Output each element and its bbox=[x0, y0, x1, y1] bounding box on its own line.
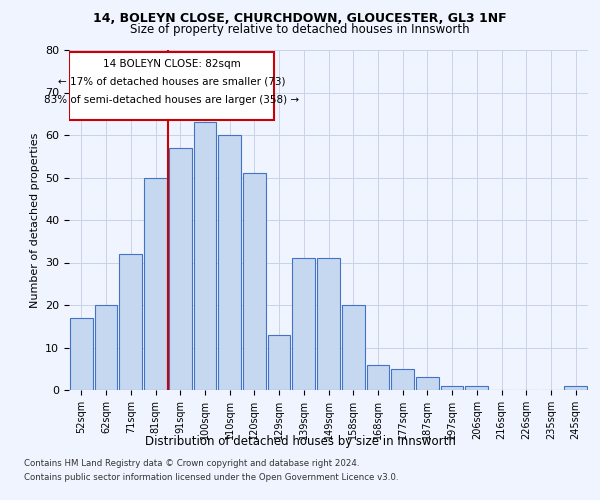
Bar bbox=[243, 174, 266, 390]
FancyBboxPatch shape bbox=[70, 52, 274, 120]
Text: Size of property relative to detached houses in Innsworth: Size of property relative to detached ho… bbox=[130, 22, 470, 36]
Bar bbox=[416, 377, 439, 390]
Bar bbox=[218, 135, 241, 390]
Bar bbox=[441, 386, 463, 390]
Y-axis label: Number of detached properties: Number of detached properties bbox=[29, 132, 40, 308]
Text: Contains HM Land Registry data © Crown copyright and database right 2024.: Contains HM Land Registry data © Crown c… bbox=[24, 458, 359, 468]
Bar bbox=[317, 258, 340, 390]
Text: 14 BOLEYN CLOSE: 82sqm: 14 BOLEYN CLOSE: 82sqm bbox=[103, 58, 241, 68]
Bar bbox=[169, 148, 191, 390]
Bar bbox=[466, 386, 488, 390]
Bar bbox=[391, 369, 414, 390]
Bar bbox=[367, 364, 389, 390]
Bar bbox=[268, 335, 290, 390]
Bar bbox=[342, 305, 365, 390]
Bar bbox=[292, 258, 315, 390]
Text: Distribution of detached houses by size in Innsworth: Distribution of detached houses by size … bbox=[145, 435, 455, 448]
Text: 83% of semi-detached houses are larger (358) →: 83% of semi-detached houses are larger (… bbox=[44, 95, 299, 105]
Bar bbox=[194, 122, 216, 390]
Text: Contains public sector information licensed under the Open Government Licence v3: Contains public sector information licen… bbox=[24, 474, 398, 482]
Text: ← 17% of detached houses are smaller (73): ← 17% of detached houses are smaller (73… bbox=[58, 77, 286, 87]
Bar bbox=[70, 318, 93, 390]
Bar bbox=[95, 305, 118, 390]
Bar bbox=[564, 386, 587, 390]
Text: 14, BOLEYN CLOSE, CHURCHDOWN, GLOUCESTER, GL3 1NF: 14, BOLEYN CLOSE, CHURCHDOWN, GLOUCESTER… bbox=[93, 12, 507, 24]
Bar bbox=[119, 254, 142, 390]
Bar bbox=[144, 178, 167, 390]
